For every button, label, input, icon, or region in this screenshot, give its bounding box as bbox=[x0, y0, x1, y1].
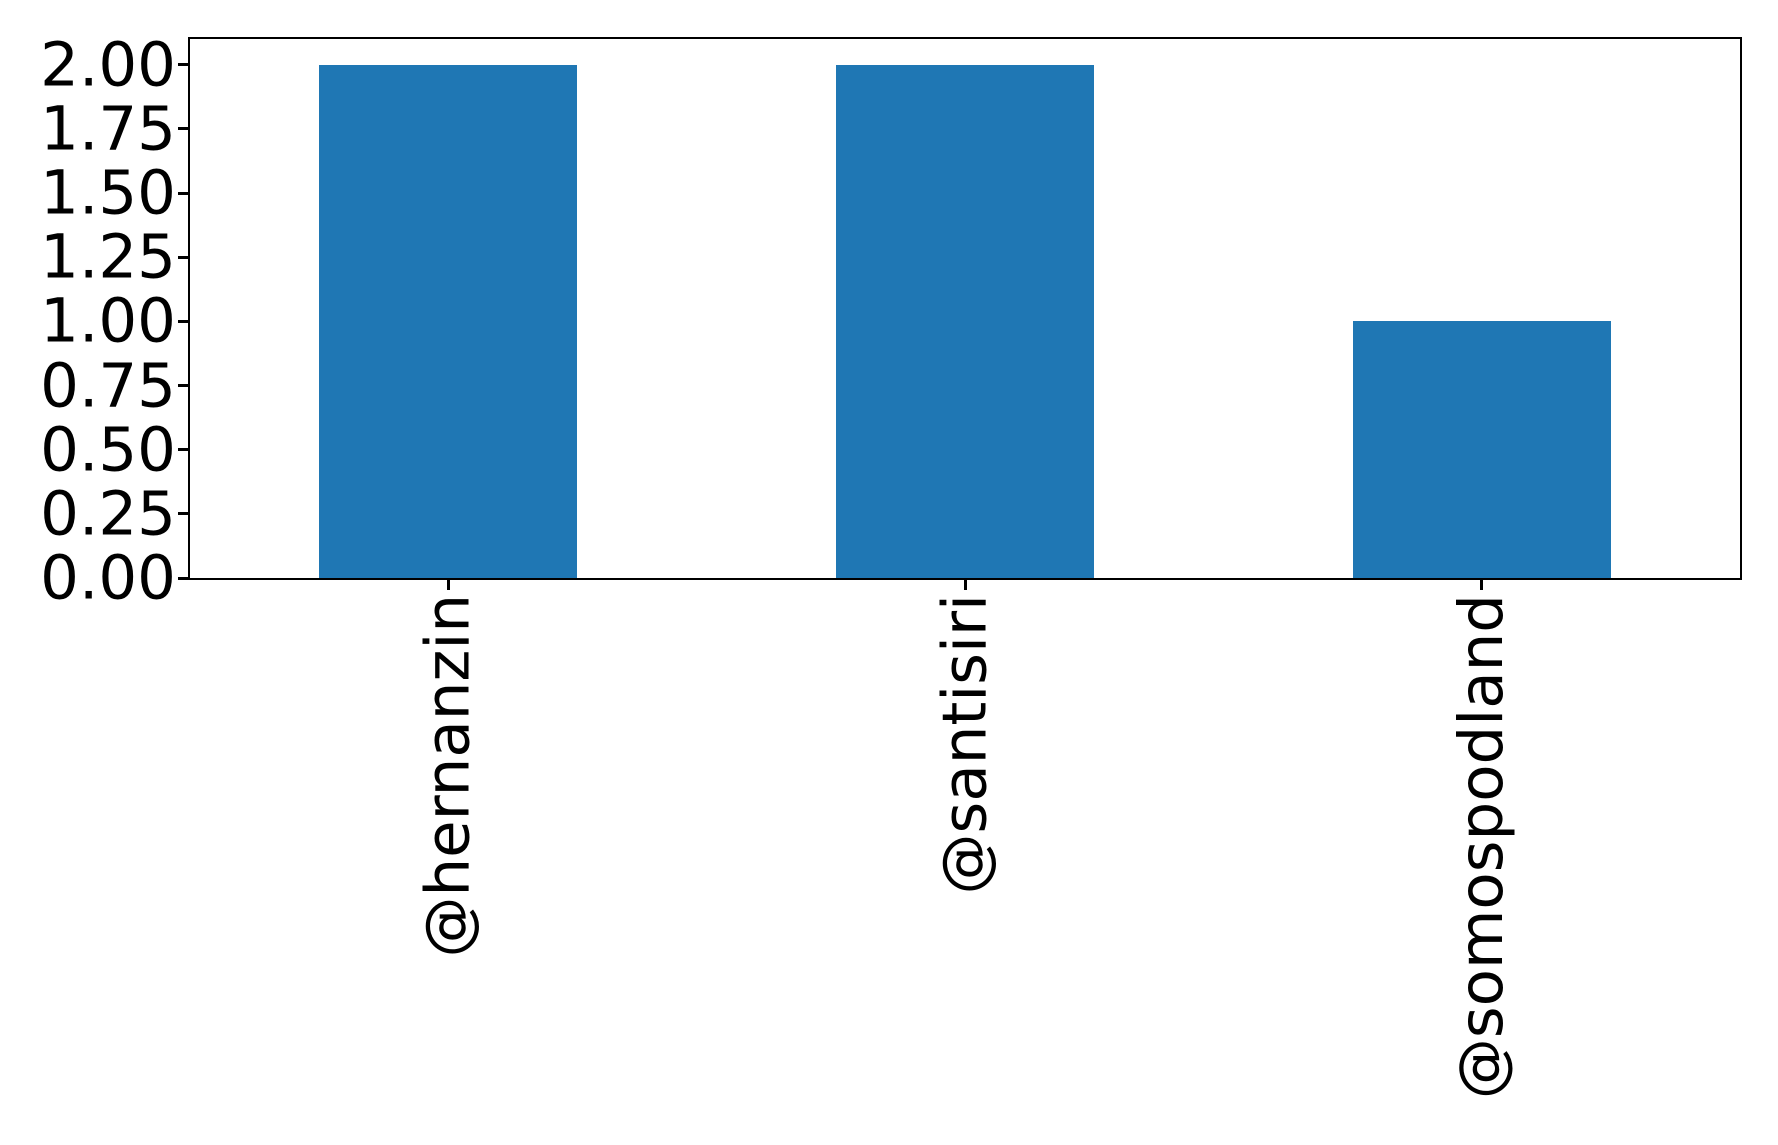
x-tick-label-text: @hernanzin bbox=[412, 594, 484, 958]
x-tick-mark bbox=[1480, 580, 1484, 590]
y-tick-mark bbox=[178, 576, 188, 580]
y-tick-label: 0.25 bbox=[40, 478, 176, 550]
plot-area bbox=[178, 37, 1742, 590]
y-tick-label: 1.75 bbox=[40, 93, 176, 165]
y-tick-mark bbox=[178, 255, 188, 259]
x-tick-label-text: @santisiri bbox=[929, 594, 1001, 895]
x-tick-mark bbox=[446, 580, 450, 590]
y-tick-mark bbox=[178, 319, 188, 323]
y-tick-label: 0.00 bbox=[40, 542, 176, 614]
y-tick-label: 0.50 bbox=[40, 414, 176, 486]
y-tick-mark bbox=[178, 63, 188, 67]
y-tick-label: 2.00 bbox=[40, 29, 176, 101]
y-tick-label: 0.75 bbox=[40, 350, 176, 421]
y-tick-mark bbox=[178, 127, 188, 131]
y-tick-label: 1.50 bbox=[40, 157, 176, 229]
x-tick-mark bbox=[963, 580, 967, 590]
bar bbox=[1352, 321, 1611, 578]
y-tick-mark bbox=[178, 191, 188, 195]
y-tick-mark bbox=[178, 512, 188, 516]
y-tick-mark bbox=[178, 448, 188, 452]
bar bbox=[319, 64, 578, 578]
y-tick-mark bbox=[178, 384, 188, 387]
bar bbox=[835, 64, 1095, 578]
x-tick-label-text: @somospodland bbox=[1446, 594, 1518, 1100]
y-tick-label: 1.25 bbox=[40, 221, 176, 293]
y-tick-label: 1.00 bbox=[40, 285, 176, 357]
